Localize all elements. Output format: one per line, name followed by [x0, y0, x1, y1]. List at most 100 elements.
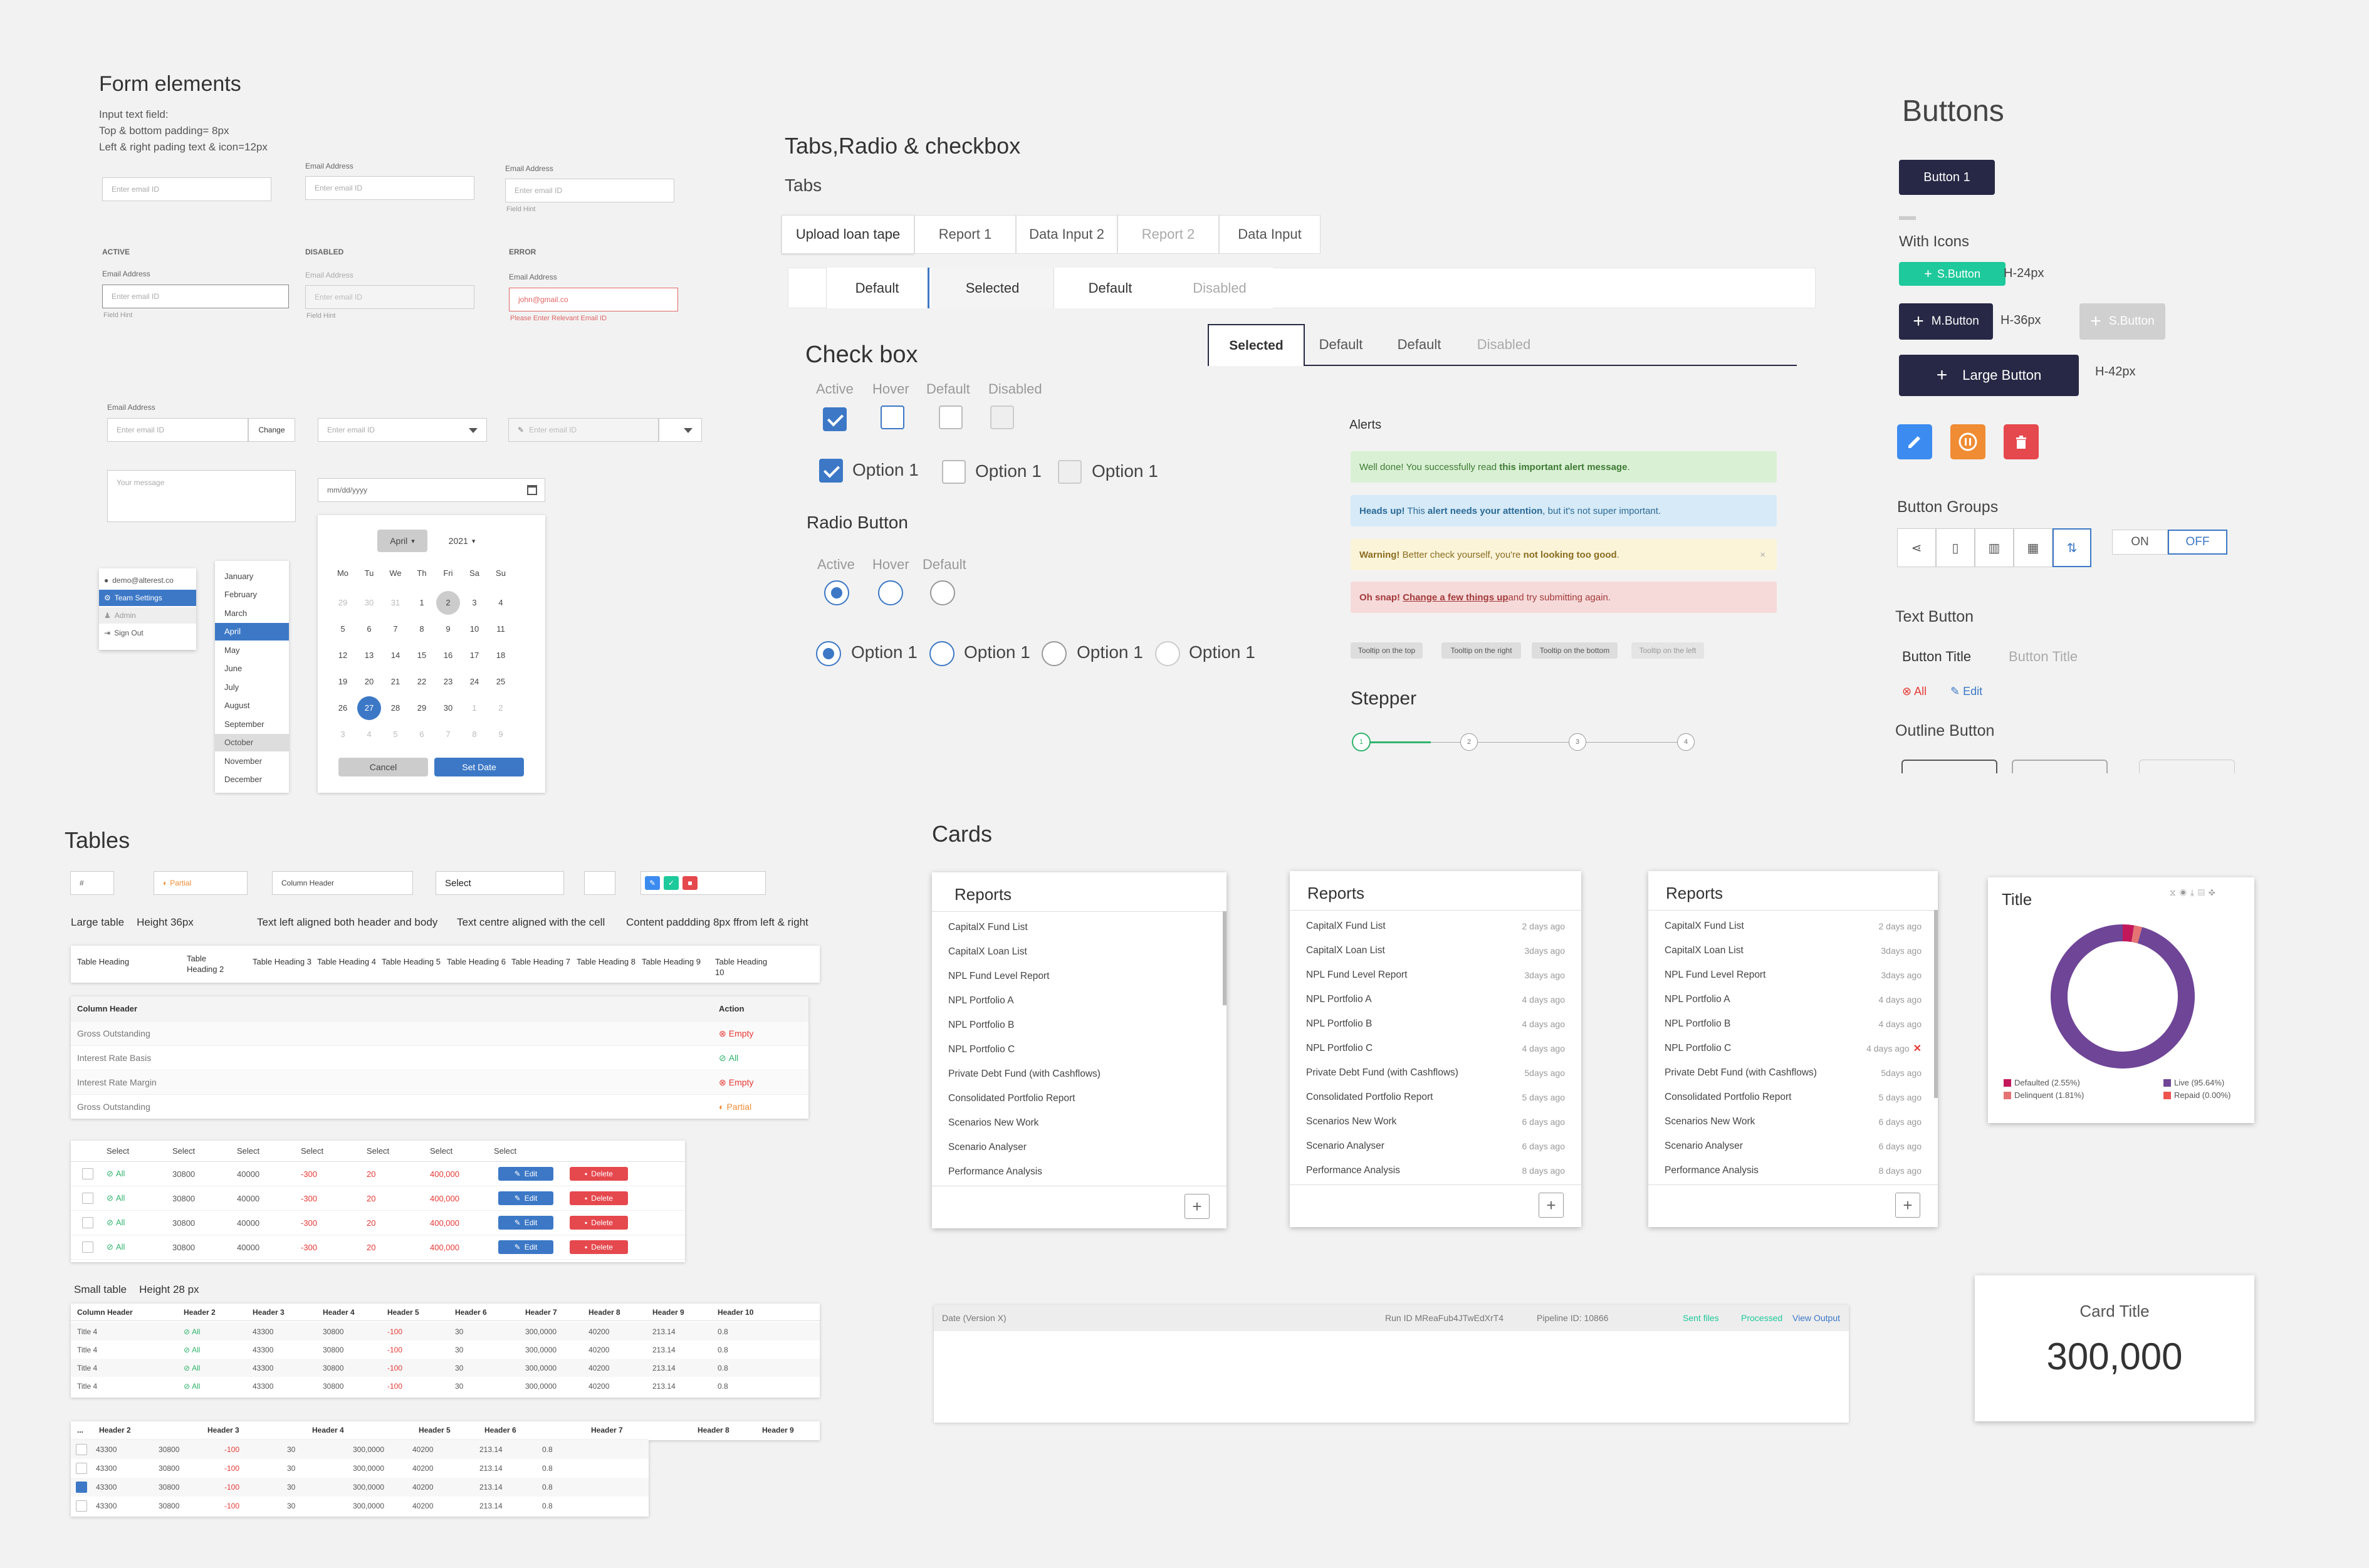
- calendar-day[interactable]: 29: [338, 598, 348, 607]
- scrollbar[interactable]: [1223, 911, 1226, 1005]
- report-item[interactable]: CapitalX Loan List: [948, 939, 1210, 964]
- sort-icon[interactable]: ⇅: [2053, 528, 2091, 567]
- document-icon[interactable]: ▯: [1936, 528, 1975, 567]
- tab-data-input[interactable]: Data Input: [1219, 215, 1320, 254]
- message-textarea[interactable]: Your message: [107, 470, 296, 522]
- delete-button[interactable]: ▪ Delete: [570, 1240, 628, 1254]
- email-input-3[interactable]: Enter email ID: [505, 179, 674, 202]
- donut-slice[interactable]: [2051, 924, 2195, 1069]
- calendar-day[interactable]: 2: [436, 591, 460, 615]
- calendar-day[interactable]: 7: [393, 624, 398, 634]
- calendar-day[interactable]: 24: [469, 677, 479, 686]
- report-item[interactable]: CapitalX Loan List 3days ago: [1306, 938, 1565, 963]
- status-all[interactable]: ⊘ All: [184, 1327, 200, 1336]
- month-item[interactable]: June: [224, 664, 243, 673]
- toggle-off[interactable]: OFF: [2168, 530, 2227, 555]
- trash-icon[interactable]: ▤: [2198, 887, 2209, 897]
- email-input-error[interactable]: john@gmail.co: [509, 288, 678, 311]
- calendar-day[interactable]: 23: [443, 677, 453, 686]
- filter-number[interactable]: #: [70, 871, 114, 895]
- change-button[interactable]: Change: [248, 418, 295, 442]
- calendar-day[interactable]: 27: [357, 696, 381, 720]
- outline-button[interactable]: [2012, 760, 2108, 773]
- view-output-link[interactable]: View Output: [1792, 1313, 1841, 1323]
- edit-text-button[interactable]: ✎ Edit: [1950, 685, 1982, 698]
- report-item[interactable]: Performance Analysis 8 days ago: [1665, 1158, 1922, 1183]
- calendar-day[interactable]: 6: [367, 624, 372, 634]
- email-input-change[interactable]: Enter email ID: [107, 418, 248, 442]
- calendar-day[interactable]: 20: [364, 677, 374, 686]
- calendar-day[interactable]: 9: [498, 729, 503, 739]
- download-icon[interactable]: ⤓: [2190, 887, 2199, 897]
- close-icon[interactable]: ✕: [1913, 1043, 1922, 1054]
- filter-icon[interactable]: ⧖: [2170, 887, 2180, 897]
- edit-button[interactable]: ✎ Edit: [498, 1167, 553, 1181]
- stepper-step[interactable]: 3: [1569, 733, 1586, 751]
- month-item[interactable]: April: [215, 622, 289, 640]
- radio-active[interactable]: [824, 580, 849, 605]
- user-menu-item[interactable]: ♟ Admin: [99, 607, 196, 624]
- report-item[interactable]: Private Debt Fund (with Cashflows) 5days …: [1306, 1060, 1565, 1085]
- status-link[interactable]: ◐ Partial: [719, 1102, 751, 1112]
- calendar-day[interactable]: 8: [419, 624, 424, 634]
- date-input[interactable]: mm/dd/yyyy: [318, 478, 545, 502]
- email-input-active[interactable]: Enter email ID: [102, 285, 289, 308]
- sent-files-link[interactable]: Sent files: [1683, 1313, 1719, 1323]
- calendar-day[interactable]: 8: [472, 729, 477, 739]
- report-item[interactable]: Performance Analysis 8 days ago: [1306, 1158, 1565, 1183]
- calendar-day[interactable]: 6: [419, 729, 424, 739]
- calendar-day[interactable]: 12: [338, 651, 348, 660]
- add-report-button[interactable]: +: [1539, 1193, 1564, 1218]
- dropdown-toggle[interactable]: [659, 418, 702, 442]
- radio-option-default[interactable]: [1042, 641, 1067, 666]
- all-text-button[interactable]: ⊗ All: [1902, 685, 1927, 698]
- radio-default[interactable]: [930, 580, 955, 605]
- stepper-step[interactable]: 2: [1460, 733, 1478, 751]
- report-item[interactable]: Consolidated Portfolio Report 5 days ago: [1665, 1085, 1922, 1109]
- report-item[interactable]: CapitalX Fund List: [948, 915, 1210, 939]
- year-select[interactable]: 2021 ▾: [440, 530, 484, 552]
- stepper-step[interactable]: 4: [1677, 733, 1695, 751]
- status-all[interactable]: ⊘ All: [184, 1382, 200, 1391]
- calendar-day[interactable]: 4: [367, 729, 372, 739]
- table-icon[interactable]: ▦: [2014, 528, 2053, 567]
- report-item[interactable]: CapitalX Fund List 2 days ago: [1306, 914, 1565, 938]
- m-button[interactable]: + M.Button: [1899, 303, 1993, 340]
- tab-selected-3[interactable]: Selected: [1208, 324, 1305, 366]
- report-item[interactable]: NPL Portfolio B 4 days ago: [1665, 1011, 1922, 1036]
- donut-slice[interactable]: [2131, 925, 2143, 944]
- calendar-day[interactable]: 31: [390, 598, 400, 607]
- add-report-button[interactable]: +: [1895, 1193, 1920, 1218]
- calendar-day[interactable]: 17: [469, 651, 479, 660]
- delete-icon-button[interactable]: [2004, 424, 2039, 459]
- calendar-day[interactable]: 7: [446, 729, 451, 739]
- tab-report-1[interactable]: Report 1: [914, 215, 1016, 254]
- calendar-day[interactable]: 29: [417, 703, 427, 713]
- email-input-2[interactable]: Enter email ID: [305, 176, 474, 200]
- status-all[interactable]: ⊘ All: [107, 1218, 125, 1228]
- calendar-day[interactable]: 1: [419, 598, 424, 607]
- status-all[interactable]: ⊘ All: [107, 1242, 125, 1252]
- email-select[interactable]: Enter email ID: [318, 418, 487, 442]
- tab-report-2[interactable]: Report 2: [1117, 215, 1219, 254]
- trash-icon[interactable]: ■: [682, 876, 698, 890]
- filter-column-header[interactable]: Column Header: [272, 871, 413, 895]
- calendar-day[interactable]: 2: [498, 703, 503, 713]
- calendar-day[interactable]: 10: [469, 624, 479, 634]
- report-item[interactable]: NPL Portfolio A: [948, 988, 1210, 1013]
- row-checkbox[interactable]: [82, 1193, 93, 1204]
- delete-button[interactable]: ▪ Delete: [570, 1167, 628, 1181]
- month-item[interactable]: August: [224, 701, 250, 710]
- set-date-button[interactable]: Set Date: [434, 758, 524, 776]
- calendar-day[interactable]: 9: [446, 624, 451, 634]
- month-item[interactable]: December: [224, 775, 262, 784]
- calendar-day[interactable]: 28: [390, 703, 400, 713]
- calendar-day[interactable]: 21: [390, 677, 400, 686]
- edit-button[interactable]: ✎ Edit: [498, 1216, 553, 1230]
- email-input-1[interactable]: Enter email ID: [102, 177, 271, 201]
- report-item[interactable]: NPL Portfolio C: [948, 1037, 1210, 1062]
- month-item[interactable]: July: [224, 682, 239, 692]
- calendar-day[interactable]: 5: [393, 729, 398, 739]
- calendar-day[interactable]: 25: [496, 677, 506, 686]
- calendar-day[interactable]: 30: [364, 598, 374, 607]
